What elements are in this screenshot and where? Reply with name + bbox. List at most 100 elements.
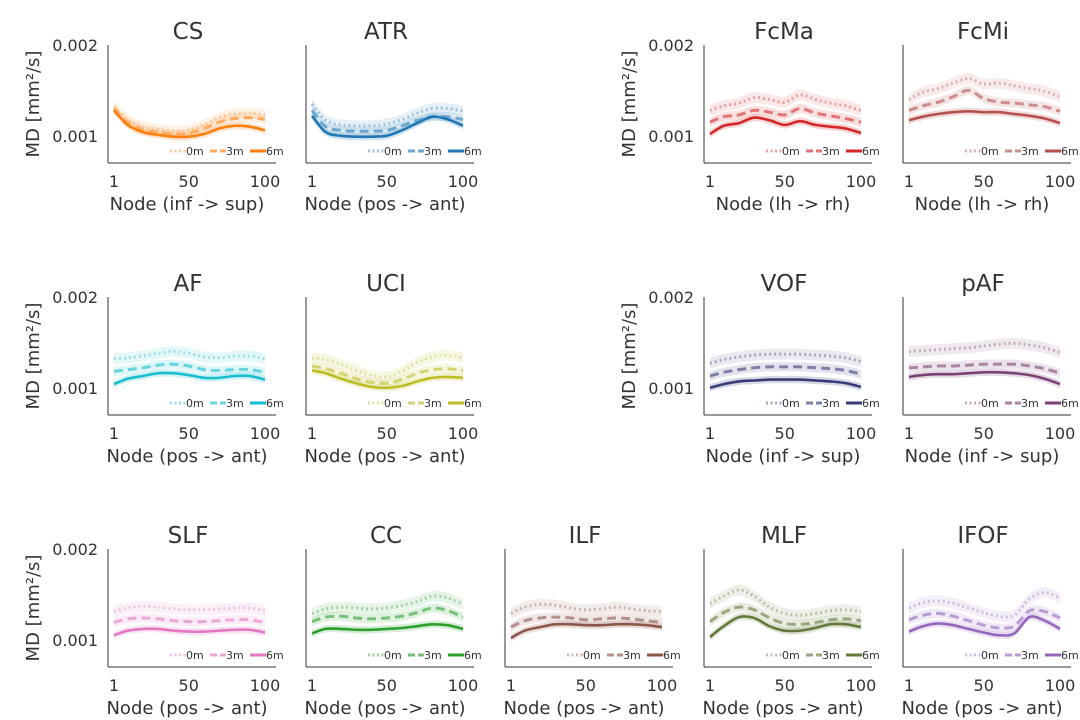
- legend-label: 6m: [464, 649, 482, 662]
- panel-title: FcMa: [754, 19, 814, 45]
- series-line-3m: [908, 608, 1061, 630]
- confidence-band-0m: [312, 98, 463, 132]
- legend-label: 3m: [623, 649, 641, 662]
- x-tick-label: 100: [647, 676, 678, 695]
- x-tick-label: 100: [448, 676, 479, 695]
- x-axis-label: Node (pos -> ant): [304, 194, 465, 215]
- confidence-band-3m: [114, 359, 265, 377]
- legend: 0m 3m 6m: [766, 397, 880, 410]
- x-tick-label: 50: [179, 172, 199, 191]
- x-axis-label: Node (pos -> ant): [503, 698, 664, 719]
- x-tick-label: 1: [307, 424, 317, 443]
- legend-label: 0m: [782, 145, 800, 158]
- legend-label: 3m: [822, 397, 840, 410]
- series-line-3m: [908, 362, 1061, 375]
- series-line-6m: [311, 622, 464, 635]
- series-line-6m: [709, 615, 862, 639]
- x-tick-label: 1: [904, 676, 914, 695]
- x-axis-label: Node (lh -> rh): [716, 194, 851, 215]
- confidence-band-3m: [909, 85, 1060, 116]
- legend: 0m 3m 6m: [965, 649, 1079, 662]
- confidence-band-0m: [909, 337, 1060, 358]
- panel-title: SLF: [168, 523, 209, 549]
- legend-label: 6m: [464, 397, 482, 410]
- series-line-3m: [112, 107, 266, 136]
- panel-title: AF: [174, 271, 203, 297]
- confidence-band-0m: [909, 73, 1060, 105]
- legend-label: 3m: [226, 397, 244, 410]
- confidence-band-0m: [909, 587, 1060, 623]
- series-line-0m: [709, 93, 862, 112]
- x-tick-label: 1: [705, 676, 715, 695]
- series-line-3m: [510, 615, 663, 629]
- series-line-6m: [908, 370, 1061, 386]
- confidence-band-0m: [710, 348, 861, 369]
- x-tick-label: 1: [109, 424, 119, 443]
- confidence-band-0m: [511, 598, 662, 619]
- x-tick-label: 50: [775, 172, 795, 191]
- series-line-6m: [113, 627, 266, 637]
- x-tick-label: 1: [109, 172, 119, 191]
- legend-label: 3m: [1021, 649, 1039, 662]
- legend: 0m 3m 6m: [766, 145, 880, 158]
- legend-label: 3m: [1021, 397, 1039, 410]
- series-line-0m: [908, 341, 1061, 354]
- panel-title: VOF: [761, 271, 808, 297]
- legend: 0m 3m 6m: [368, 649, 482, 662]
- x-axis-label: Node (inf -> sup): [110, 194, 265, 215]
- legend-label: 3m: [822, 649, 840, 662]
- x-tick-label: 50: [179, 424, 199, 443]
- legend-label: 0m: [782, 649, 800, 662]
- x-tick-label: 100: [250, 424, 281, 443]
- x-tick-label: 50: [576, 676, 596, 695]
- series-line-3m: [310, 109, 464, 133]
- legend-label: 6m: [862, 397, 880, 410]
- confidence-band-3m: [312, 105, 463, 136]
- x-tick-label: 1: [109, 676, 119, 695]
- panel-cc: CC 1 50 100 Node (pos -> ant) 0m 3m 6m: [304, 523, 481, 719]
- y-tick-label: 0.001: [52, 379, 98, 398]
- panel-af: AF 1 50 100 Node (pos -> ant) 0.002 0.001 MD [m…: [23, 271, 284, 467]
- x-tick-label: 100: [448, 424, 479, 443]
- series-line-6m: [311, 369, 464, 390]
- legend-label: 0m: [981, 397, 999, 410]
- x-axis-label: Node (inf -> sup): [706, 446, 861, 467]
- series-line-0m: [311, 353, 464, 379]
- panel-paf: pAF 1 50 100 Node (inf -> sup) 0m 3m 6m: [902, 271, 1079, 467]
- x-axis-label: Node (pos -> ant): [304, 698, 465, 719]
- legend-label: 6m: [266, 145, 284, 158]
- legend: 0m 3m 6m: [368, 397, 482, 410]
- legend-label: 0m: [384, 145, 402, 158]
- y-tick-label: 0.001: [52, 631, 98, 650]
- series-line-6m: [113, 109, 266, 139]
- panel-ifof: IFOF 1 50 100 Node (pos -> ant) 0m 3m 6m: [901, 523, 1078, 719]
- confidence-band-0m: [710, 89, 861, 116]
- y-tick-label: 0.002: [52, 540, 98, 559]
- legend-label: 6m: [266, 649, 284, 662]
- legend: 0m 3m 6m: [965, 145, 1079, 158]
- x-tick-label: 50: [974, 424, 994, 443]
- panel-fcma: FcMa 1 50 100 Node (lh -> rh) 0.002 0.001 MD [m…: [619, 19, 880, 215]
- y-tick-label: 0.002: [52, 36, 98, 55]
- x-axis-label: Node (lh -> rh): [915, 194, 1050, 215]
- legend-label: 3m: [424, 649, 442, 662]
- x-tick-label: 50: [775, 424, 795, 443]
- y-tick-label: 0.001: [648, 127, 694, 146]
- confidence-band-0m: [114, 101, 265, 137]
- x-tick-label: 50: [377, 172, 397, 191]
- legend-label: 0m: [186, 145, 204, 158]
- y-tick-label: 0.002: [648, 288, 694, 307]
- legend-label: 6m: [266, 397, 284, 410]
- x-tick-label: 1: [307, 676, 317, 695]
- legend-label: 3m: [226, 649, 244, 662]
- panel-atr: ATR 1 50 100 Node (pos -> ant) 0m 3m 6m: [304, 19, 481, 215]
- legend-label: 3m: [424, 397, 442, 410]
- y-tick-label: 0.001: [648, 379, 694, 398]
- legend: 0m 3m 6m: [567, 649, 681, 662]
- x-tick-label: 50: [974, 172, 994, 191]
- y-axis-label: MD [mm²/s]: [619, 51, 640, 158]
- panel-uci: UCI 1 50 100 Node (pos -> ant) 0m 3m 6m: [304, 271, 481, 467]
- panel-ilf: ILF 1 50 100 Node (pos -> ant) 0m 3m 6m: [503, 523, 680, 719]
- panel-title: ILF: [569, 523, 602, 549]
- series-line-0m: [908, 77, 1061, 101]
